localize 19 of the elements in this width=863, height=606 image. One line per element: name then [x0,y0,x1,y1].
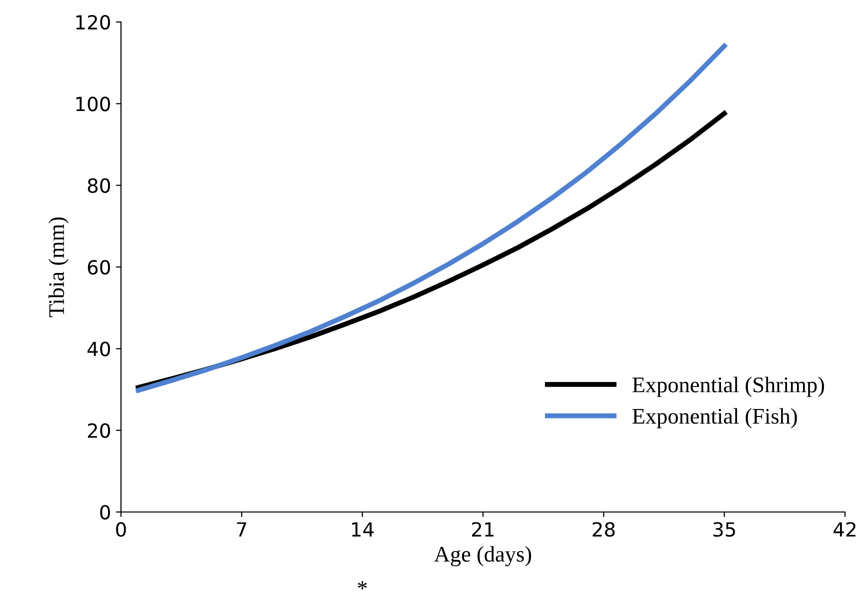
y-tick-label: 40 [87,342,110,356]
y-tick-label: 20 [88,423,110,438]
legend-label: Exponential (Fish) [632,408,797,428]
x-tick-label: 35 [713,522,736,537]
x-tick-label: 42 [834,522,856,536]
legend-label: Exponential (Shrimp) [632,376,824,397]
x-tick-label: 0 [116,522,126,537]
y-tick-label: 120 [76,14,110,30]
x-tick-label: 21 [472,522,494,536]
x-tick-label: 28 [592,522,615,537]
text: * [358,581,367,590]
y-tick-label: 80 [88,178,110,193]
y-axis-title: Tibia (mm) [48,217,69,318]
y-tick-label: 60 [88,260,110,275]
y-tick-label: 0 [100,504,110,520]
x-axis-title: Age (days) [434,546,532,566]
y-tick-label: 100 [76,96,110,112]
x-tick-label: 7 [237,522,246,536]
x-tick-label: 14 [352,522,374,536]
